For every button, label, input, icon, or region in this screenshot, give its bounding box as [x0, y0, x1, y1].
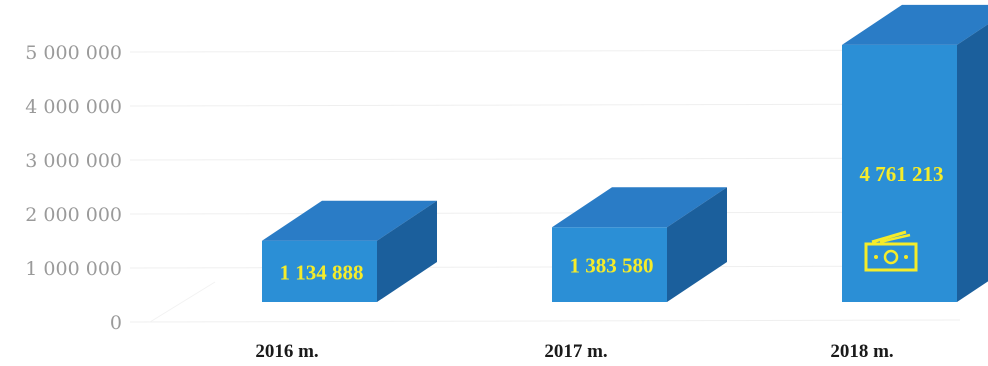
gridline — [129, 157, 961, 161]
bar-side-face — [957, 24, 988, 302]
bar — [842, 44, 957, 302]
data-label: 1 134 888 — [280, 260, 364, 284]
gridline — [129, 319, 961, 323]
bar-top-face — [552, 187, 727, 228]
x-tick-label: 2017 m. — [544, 341, 607, 362]
gridline — [129, 49, 961, 53]
y-tick-label: 4 000 000 — [25, 96, 122, 118]
data-label: 4 761 213 — [860, 162, 944, 186]
bar-side-face — [377, 200, 437, 302]
x-tick-label: 2016 m. — [255, 341, 318, 362]
data-label: 1 383 580 — [570, 254, 654, 278]
y-tick-label: 3 000 000 — [25, 150, 122, 172]
gridline — [129, 265, 961, 269]
floor-edge — [149, 281, 216, 323]
bar — [552, 227, 667, 302]
bar-side-face — [667, 187, 727, 302]
x-tick-label: 2018 m. — [830, 341, 893, 362]
bar-top-face — [842, 4, 988, 45]
bar-top-face — [262, 200, 437, 241]
gridline — [129, 103, 961, 107]
money-icon — [864, 230, 918, 272]
gridline — [129, 211, 961, 215]
y-tick-label: 2 000 000 — [25, 204, 122, 226]
y-tick-label: 0 — [110, 312, 122, 334]
y-tick-label: 1 000 000 — [25, 258, 122, 280]
bar — [262, 240, 377, 302]
y-tick-label: 5 000 000 — [25, 42, 122, 64]
